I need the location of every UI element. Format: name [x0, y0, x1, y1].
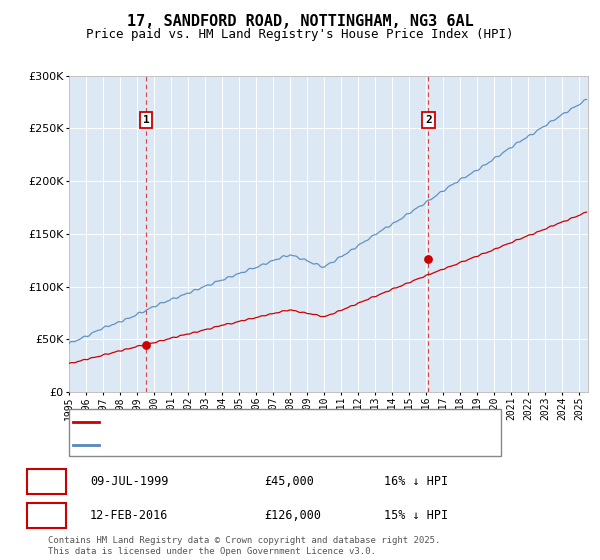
- Text: Price paid vs. HM Land Registry's House Price Index (HPI): Price paid vs. HM Land Registry's House …: [86, 28, 514, 41]
- Text: 17, SANDFORD ROAD, NOTTINGHAM, NG3 6AL: 17, SANDFORD ROAD, NOTTINGHAM, NG3 6AL: [127, 14, 473, 29]
- Text: 2: 2: [43, 509, 50, 522]
- Point: [142, 340, 151, 349]
- FancyBboxPatch shape: [69, 409, 501, 456]
- Point: [424, 255, 433, 264]
- Text: 1: 1: [43, 475, 50, 488]
- Text: 1: 1: [143, 115, 149, 125]
- Text: 2: 2: [425, 115, 432, 125]
- Text: £45,000: £45,000: [264, 475, 314, 488]
- Text: £126,000: £126,000: [264, 509, 321, 522]
- FancyBboxPatch shape: [27, 469, 66, 494]
- Text: 16% ↓ HPI: 16% ↓ HPI: [384, 475, 448, 488]
- Text: 15% ↓ HPI: 15% ↓ HPI: [384, 509, 448, 522]
- Text: HPI: Average price, semi-detached house, Gedling: HPI: Average price, semi-detached house,…: [108, 440, 408, 450]
- Text: 12-FEB-2016: 12-FEB-2016: [90, 509, 169, 522]
- Text: Contains HM Land Registry data © Crown copyright and database right 2025.
This d: Contains HM Land Registry data © Crown c…: [48, 536, 440, 556]
- Text: 09-JUL-1999: 09-JUL-1999: [90, 475, 169, 488]
- Text: 17, SANDFORD ROAD, NOTTINGHAM, NG3 6AL (semi-detached house): 17, SANDFORD ROAD, NOTTINGHAM, NG3 6AL (…: [108, 417, 483, 427]
- FancyBboxPatch shape: [27, 503, 66, 528]
